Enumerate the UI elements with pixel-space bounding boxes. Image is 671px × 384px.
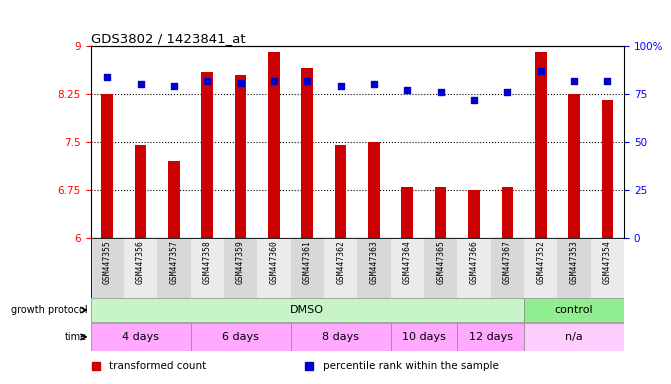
Bar <box>168 161 180 238</box>
Point <box>336 83 346 89</box>
Text: GSM447361: GSM447361 <box>303 240 312 284</box>
Text: GSM447352: GSM447352 <box>536 240 545 284</box>
Point <box>502 89 513 95</box>
Bar <box>91 238 124 298</box>
Bar <box>524 238 558 298</box>
Text: GSM447360: GSM447360 <box>270 240 278 284</box>
Text: GSM447365: GSM447365 <box>436 240 445 284</box>
Text: DMSO: DMSO <box>291 305 324 315</box>
Bar <box>101 94 113 238</box>
Text: time: time <box>65 332 87 342</box>
Point <box>435 89 446 95</box>
Text: GDS3802 / 1423841_at: GDS3802 / 1423841_at <box>91 32 245 45</box>
Point <box>268 78 279 84</box>
Point <box>302 78 313 84</box>
Text: GSM447354: GSM447354 <box>603 240 612 284</box>
Bar <box>135 145 146 238</box>
Bar <box>458 238 491 298</box>
Text: 6 days: 6 days <box>222 332 259 342</box>
Point <box>136 81 146 88</box>
Bar <box>358 238 391 298</box>
Bar <box>424 238 458 298</box>
Bar <box>368 142 380 238</box>
Point <box>368 81 379 88</box>
Bar <box>558 238 590 298</box>
Text: 12 days: 12 days <box>468 332 513 342</box>
Bar <box>391 323 458 351</box>
Text: GSM447353: GSM447353 <box>570 240 578 284</box>
Text: n/a: n/a <box>565 332 583 342</box>
Bar <box>568 94 580 238</box>
Text: GSM447357: GSM447357 <box>170 240 178 284</box>
Bar <box>391 238 424 298</box>
Text: GSM447363: GSM447363 <box>370 240 378 284</box>
Bar <box>501 187 513 238</box>
Bar <box>524 298 624 322</box>
Bar <box>590 238 624 298</box>
Bar <box>458 323 524 351</box>
Bar <box>301 68 313 238</box>
Bar <box>524 323 624 351</box>
Point <box>102 74 113 80</box>
Bar <box>268 53 280 238</box>
Bar <box>91 298 524 322</box>
Text: GSM447364: GSM447364 <box>403 240 412 284</box>
Bar <box>335 145 346 238</box>
Point <box>202 78 213 84</box>
Text: 4 days: 4 days <box>122 332 159 342</box>
Bar <box>191 238 224 298</box>
Text: control: control <box>555 305 593 315</box>
Text: percentile rank within the sample: percentile rank within the sample <box>323 361 499 371</box>
Bar <box>257 238 291 298</box>
Bar <box>535 53 546 238</box>
Point <box>402 87 413 93</box>
Bar <box>291 323 391 351</box>
Bar <box>191 323 291 351</box>
Bar <box>468 190 480 238</box>
Point <box>236 79 246 86</box>
Bar <box>291 238 324 298</box>
Point <box>568 78 579 84</box>
Bar <box>201 72 213 238</box>
Text: GSM447358: GSM447358 <box>203 240 212 284</box>
Text: transformed count: transformed count <box>109 361 207 371</box>
Point <box>468 97 479 103</box>
Bar <box>235 75 246 238</box>
Text: GSM447367: GSM447367 <box>503 240 512 284</box>
Bar <box>435 187 446 238</box>
Text: GSM447355: GSM447355 <box>103 240 112 284</box>
Text: 8 days: 8 days <box>322 332 359 342</box>
Point <box>602 78 613 84</box>
Point <box>168 83 179 89</box>
Bar <box>401 187 413 238</box>
Bar <box>324 238 357 298</box>
Bar <box>157 238 191 298</box>
Bar <box>491 238 524 298</box>
Text: 10 days: 10 days <box>402 332 446 342</box>
Bar <box>601 101 613 238</box>
Text: growth protocol: growth protocol <box>11 305 87 315</box>
Bar <box>91 323 191 351</box>
Bar <box>224 238 257 298</box>
Bar <box>124 238 157 298</box>
Text: GSM447362: GSM447362 <box>336 240 345 284</box>
Point <box>535 68 546 74</box>
Text: GSM447366: GSM447366 <box>470 240 478 284</box>
Text: GSM447356: GSM447356 <box>136 240 145 284</box>
Text: GSM447359: GSM447359 <box>236 240 245 284</box>
